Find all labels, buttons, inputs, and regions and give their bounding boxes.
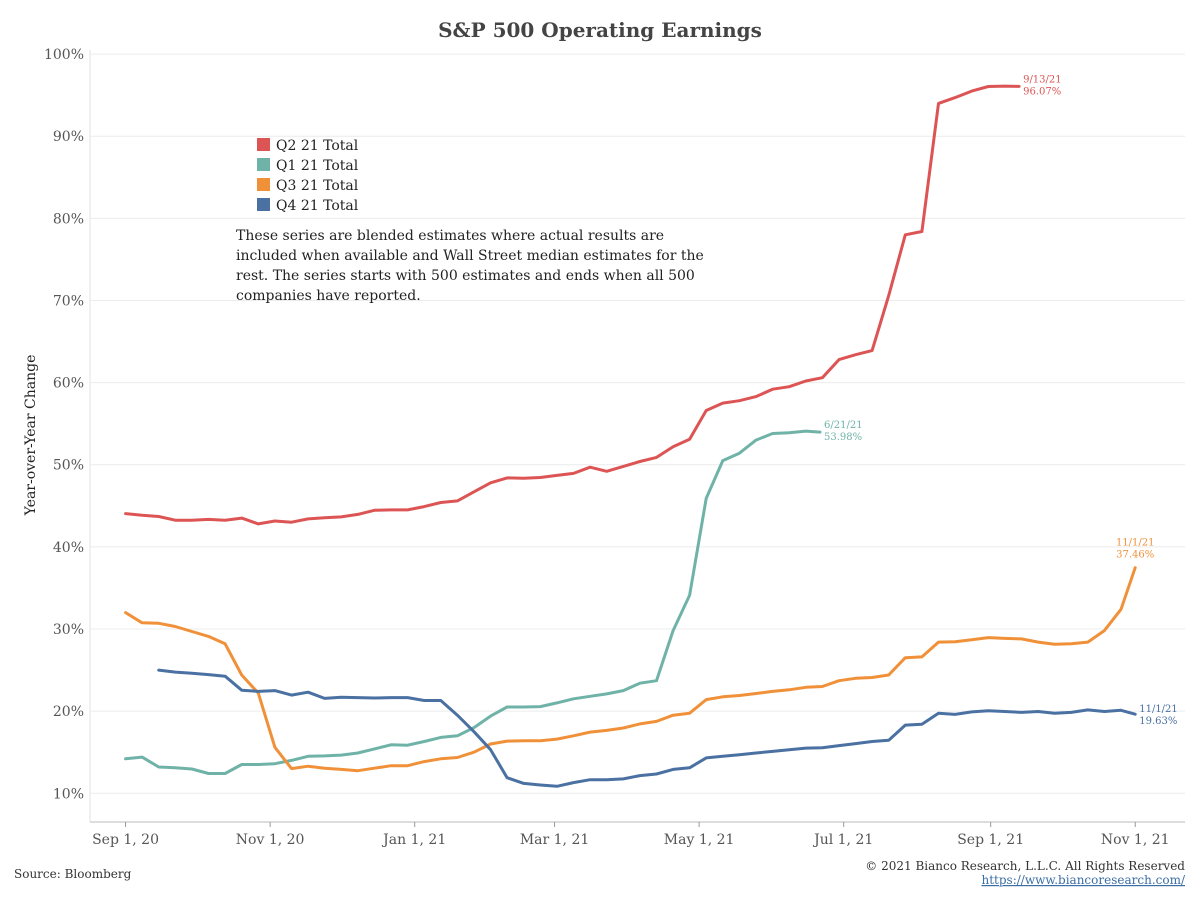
y-axis-label: Year-over-Year Change bbox=[23, 355, 39, 517]
y-tick-label: 10% bbox=[53, 786, 84, 802]
y-tick-label: 90% bbox=[53, 129, 84, 145]
gridlines bbox=[89, 50, 1185, 823]
y-tick-label: 20% bbox=[53, 704, 84, 720]
y-tick-label: 50% bbox=[53, 458, 84, 474]
note-line: companies have reported. bbox=[236, 288, 421, 304]
end-label-date: 9/13/21 bbox=[1023, 74, 1062, 85]
legend-swatch bbox=[257, 158, 270, 171]
end-label-value: 96.07% bbox=[1023, 86, 1061, 97]
series-end-labels: 9/13/2196.07%6/21/2153.98%11/1/2137.46%1… bbox=[824, 74, 1178, 727]
x-tick-label: Nov 1, 20 bbox=[236, 832, 305, 848]
series-line-q3-21-total bbox=[124, 566, 1137, 773]
legend: Q2 21 Total Q1 21 Total Q3 21 Total Q4 21 T… bbox=[257, 138, 359, 214]
source-note: Source: Bloomberg bbox=[14, 867, 132, 881]
annotation-note: These series are blended estimates where… bbox=[236, 228, 704, 304]
end-label-value: 37.46% bbox=[1116, 550, 1154, 561]
end-label-value: 53.98% bbox=[824, 432, 862, 443]
legend-swatch bbox=[257, 178, 270, 191]
x-tick-label: Jul 1, 21 bbox=[812, 832, 873, 848]
series-line-q1-21-total bbox=[124, 429, 822, 775]
end-label-date: 11/1/21 bbox=[1116, 538, 1155, 549]
x-tick-label: Sep 1, 21 bbox=[957, 832, 1024, 848]
x-axis-ticks: Sep 1, 20 Nov 1, 20 Jan 1, 21 Mar 1, 21 May … bbox=[92, 822, 1170, 848]
series-line-q2-21-total bbox=[124, 84, 1021, 526]
legend-swatch bbox=[257, 138, 270, 151]
series-lines bbox=[124, 84, 1137, 788]
x-tick-label: May 1, 21 bbox=[664, 832, 735, 848]
chart-title: S&P 500 Operating Earnings bbox=[438, 18, 762, 42]
end-label-value: 19.63% bbox=[1139, 716, 1177, 727]
y-tick-label: 40% bbox=[53, 540, 84, 556]
legend-label: Q2 21 Total bbox=[276, 138, 359, 154]
x-tick-label: Sep 1, 20 bbox=[92, 832, 159, 848]
y-tick-label: 100% bbox=[44, 47, 84, 63]
y-tick-label: 60% bbox=[53, 376, 84, 392]
y-tick-label: 70% bbox=[53, 293, 84, 309]
note-line: included when available and Wall Street … bbox=[236, 248, 704, 264]
y-tick-label: 30% bbox=[53, 622, 84, 638]
legend-label: Q4 21 Total bbox=[276, 198, 359, 214]
note-line: These series are blended estimates where… bbox=[236, 228, 664, 244]
y-axis-ticks: 10% 20% 30% 40% 50% 60% 70% 80% 90% 100% bbox=[44, 47, 84, 802]
note-line: rest. The series starts with 500 estimat… bbox=[236, 268, 695, 284]
x-tick-label: Nov 1, 21 bbox=[1101, 832, 1170, 848]
x-tick-label: Jan 1, 21 bbox=[381, 832, 446, 848]
end-label-date: 6/21/21 bbox=[824, 420, 863, 431]
end-label-date: 11/1/21 bbox=[1139, 704, 1178, 715]
legend-label: Q3 21 Total bbox=[276, 178, 359, 194]
x-tick-label: Mar 1, 21 bbox=[520, 832, 589, 848]
website-link[interactable]: https://www.biancoresearch.com/ bbox=[981, 873, 1185, 887]
series-line-q4-21-total bbox=[157, 668, 1137, 788]
legend-label: Q1 21 Total bbox=[276, 158, 359, 174]
y-tick-label: 80% bbox=[53, 211, 84, 227]
legend-swatch bbox=[257, 198, 270, 211]
copyright-text: © 2021 Bianco Research, L.L.C. All Right… bbox=[865, 859, 1185, 873]
